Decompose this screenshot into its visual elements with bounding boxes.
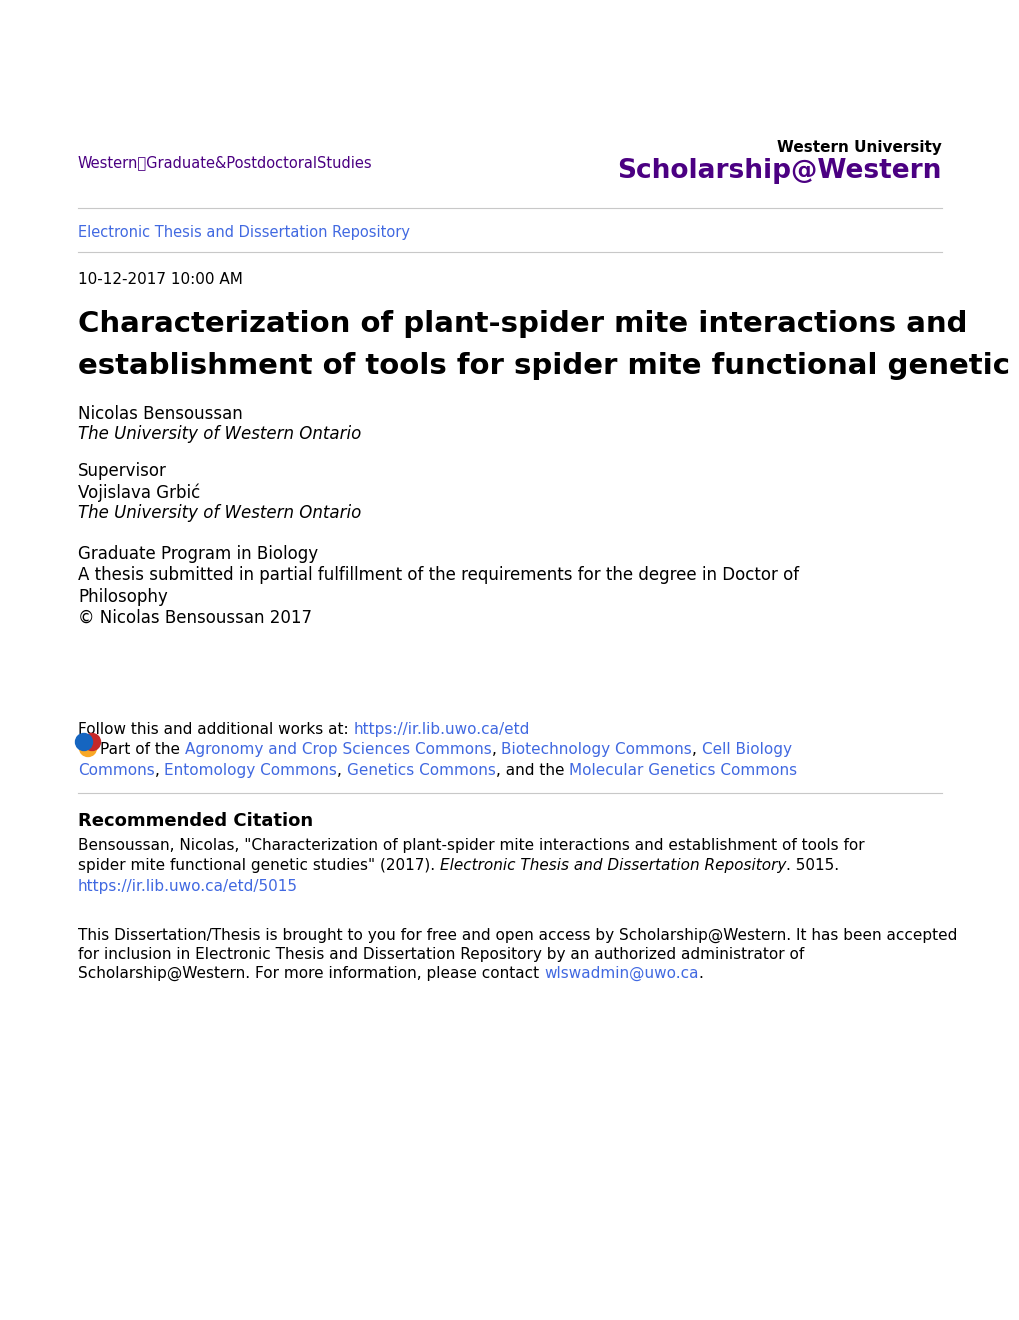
Text: Bensoussan, Nicolas, "Characterization of plant-spider mite interactions and est: Bensoussan, Nicolas, "Characterization o…	[77, 838, 864, 853]
Text: . 5015.: . 5015.	[786, 858, 839, 873]
Text: Nicolas Bensoussan: Nicolas Bensoussan	[77, 405, 243, 422]
Text: 10-12-2017 10:00 AM: 10-12-2017 10:00 AM	[77, 272, 243, 286]
Text: Supervisor: Supervisor	[77, 462, 167, 480]
Text: .: .	[698, 966, 703, 981]
Text: Western University: Western University	[776, 140, 942, 154]
Text: Vojislava Grbić: Vojislava Grbić	[77, 483, 200, 502]
Text: © Nicolas Bensoussan 2017: © Nicolas Bensoussan 2017	[77, 609, 312, 627]
Text: https://ir.lib.uwo.ca/etd: https://ir.lib.uwo.ca/etd	[354, 722, 529, 737]
Text: , and the: , and the	[495, 763, 569, 777]
Text: Scholarship@Western: Scholarship@Western	[618, 158, 942, 183]
Text: Entomology Commons: Entomology Commons	[164, 763, 337, 777]
Text: This Dissertation/Thesis is brought to you for free and open access by Scholarsh: This Dissertation/Thesis is brought to y…	[77, 928, 957, 944]
Text: ,: ,	[692, 742, 701, 756]
Text: Graduate Program in Biology: Graduate Program in Biology	[77, 545, 318, 564]
Text: Recommended Citation: Recommended Citation	[77, 812, 313, 830]
Text: Molecular Genetics Commons: Molecular Genetics Commons	[569, 763, 797, 777]
Text: Biotechnology Commons: Biotechnology Commons	[501, 742, 692, 756]
Text: Philosophy: Philosophy	[77, 587, 167, 606]
Text: The University of Western Ontario: The University of Western Ontario	[77, 425, 361, 444]
Text: establishment of tools for spider mite functional genetic studies: establishment of tools for spider mite f…	[77, 352, 1019, 380]
Text: Agronomy and Crop Sciences Commons: Agronomy and Crop Sciences Commons	[184, 742, 491, 756]
Text: Scholarship@Western. For more information, please contact: Scholarship@Western. For more informatio…	[77, 966, 543, 981]
Text: https://ir.lib.uwo.ca/etd/5015: https://ir.lib.uwo.ca/etd/5015	[77, 879, 298, 894]
Text: spider mite functional genetic studies" (2017).: spider mite functional genetic studies" …	[77, 858, 439, 873]
Text: Electronic Thesis and Dissertation Repository: Electronic Thesis and Dissertation Repos…	[77, 224, 410, 240]
Text: ,: ,	[155, 763, 164, 777]
Text: Follow this and additional works at:: Follow this and additional works at:	[77, 722, 354, 737]
Text: Electronic Thesis and Dissertation Repository: Electronic Thesis and Dissertation Repos…	[439, 858, 786, 873]
Text: Cell Biology: Cell Biology	[701, 742, 791, 756]
Circle shape	[75, 734, 93, 751]
Text: ,: ,	[491, 742, 501, 756]
Text: wlswadmin@uwo.ca: wlswadmin@uwo.ca	[543, 966, 698, 981]
Text: for inclusion in Electronic Thesis and Dissertation Repository by an authorized : for inclusion in Electronic Thesis and D…	[77, 946, 803, 962]
Text: The University of Western Ontario: The University of Western Ontario	[77, 504, 361, 521]
Text: WesternⓦGraduate&PostdoctoralStudies: WesternⓦGraduate&PostdoctoralStudies	[77, 154, 372, 170]
Text: Follow this and additional works at:: Follow this and additional works at:	[77, 722, 354, 737]
Text: Scholarship@Western. For more information, please contact: Scholarship@Western. For more informatio…	[77, 966, 543, 981]
Circle shape	[79, 739, 97, 756]
Text: Part of the: Part of the	[100, 742, 184, 756]
Circle shape	[84, 734, 101, 751]
Text: Genetics Commons: Genetics Commons	[346, 763, 495, 777]
Text: A thesis submitted in partial fulfillment of the requirements for the degree in : A thesis submitted in partial fulfillmen…	[77, 566, 798, 583]
Text: ,: ,	[337, 763, 346, 777]
Text: Commons: Commons	[77, 763, 155, 777]
Text: wlswadmin@uwo.ca: wlswadmin@uwo.ca	[543, 966, 698, 981]
Text: Characterization of plant-spider mite interactions and: Characterization of plant-spider mite in…	[77, 310, 967, 338]
